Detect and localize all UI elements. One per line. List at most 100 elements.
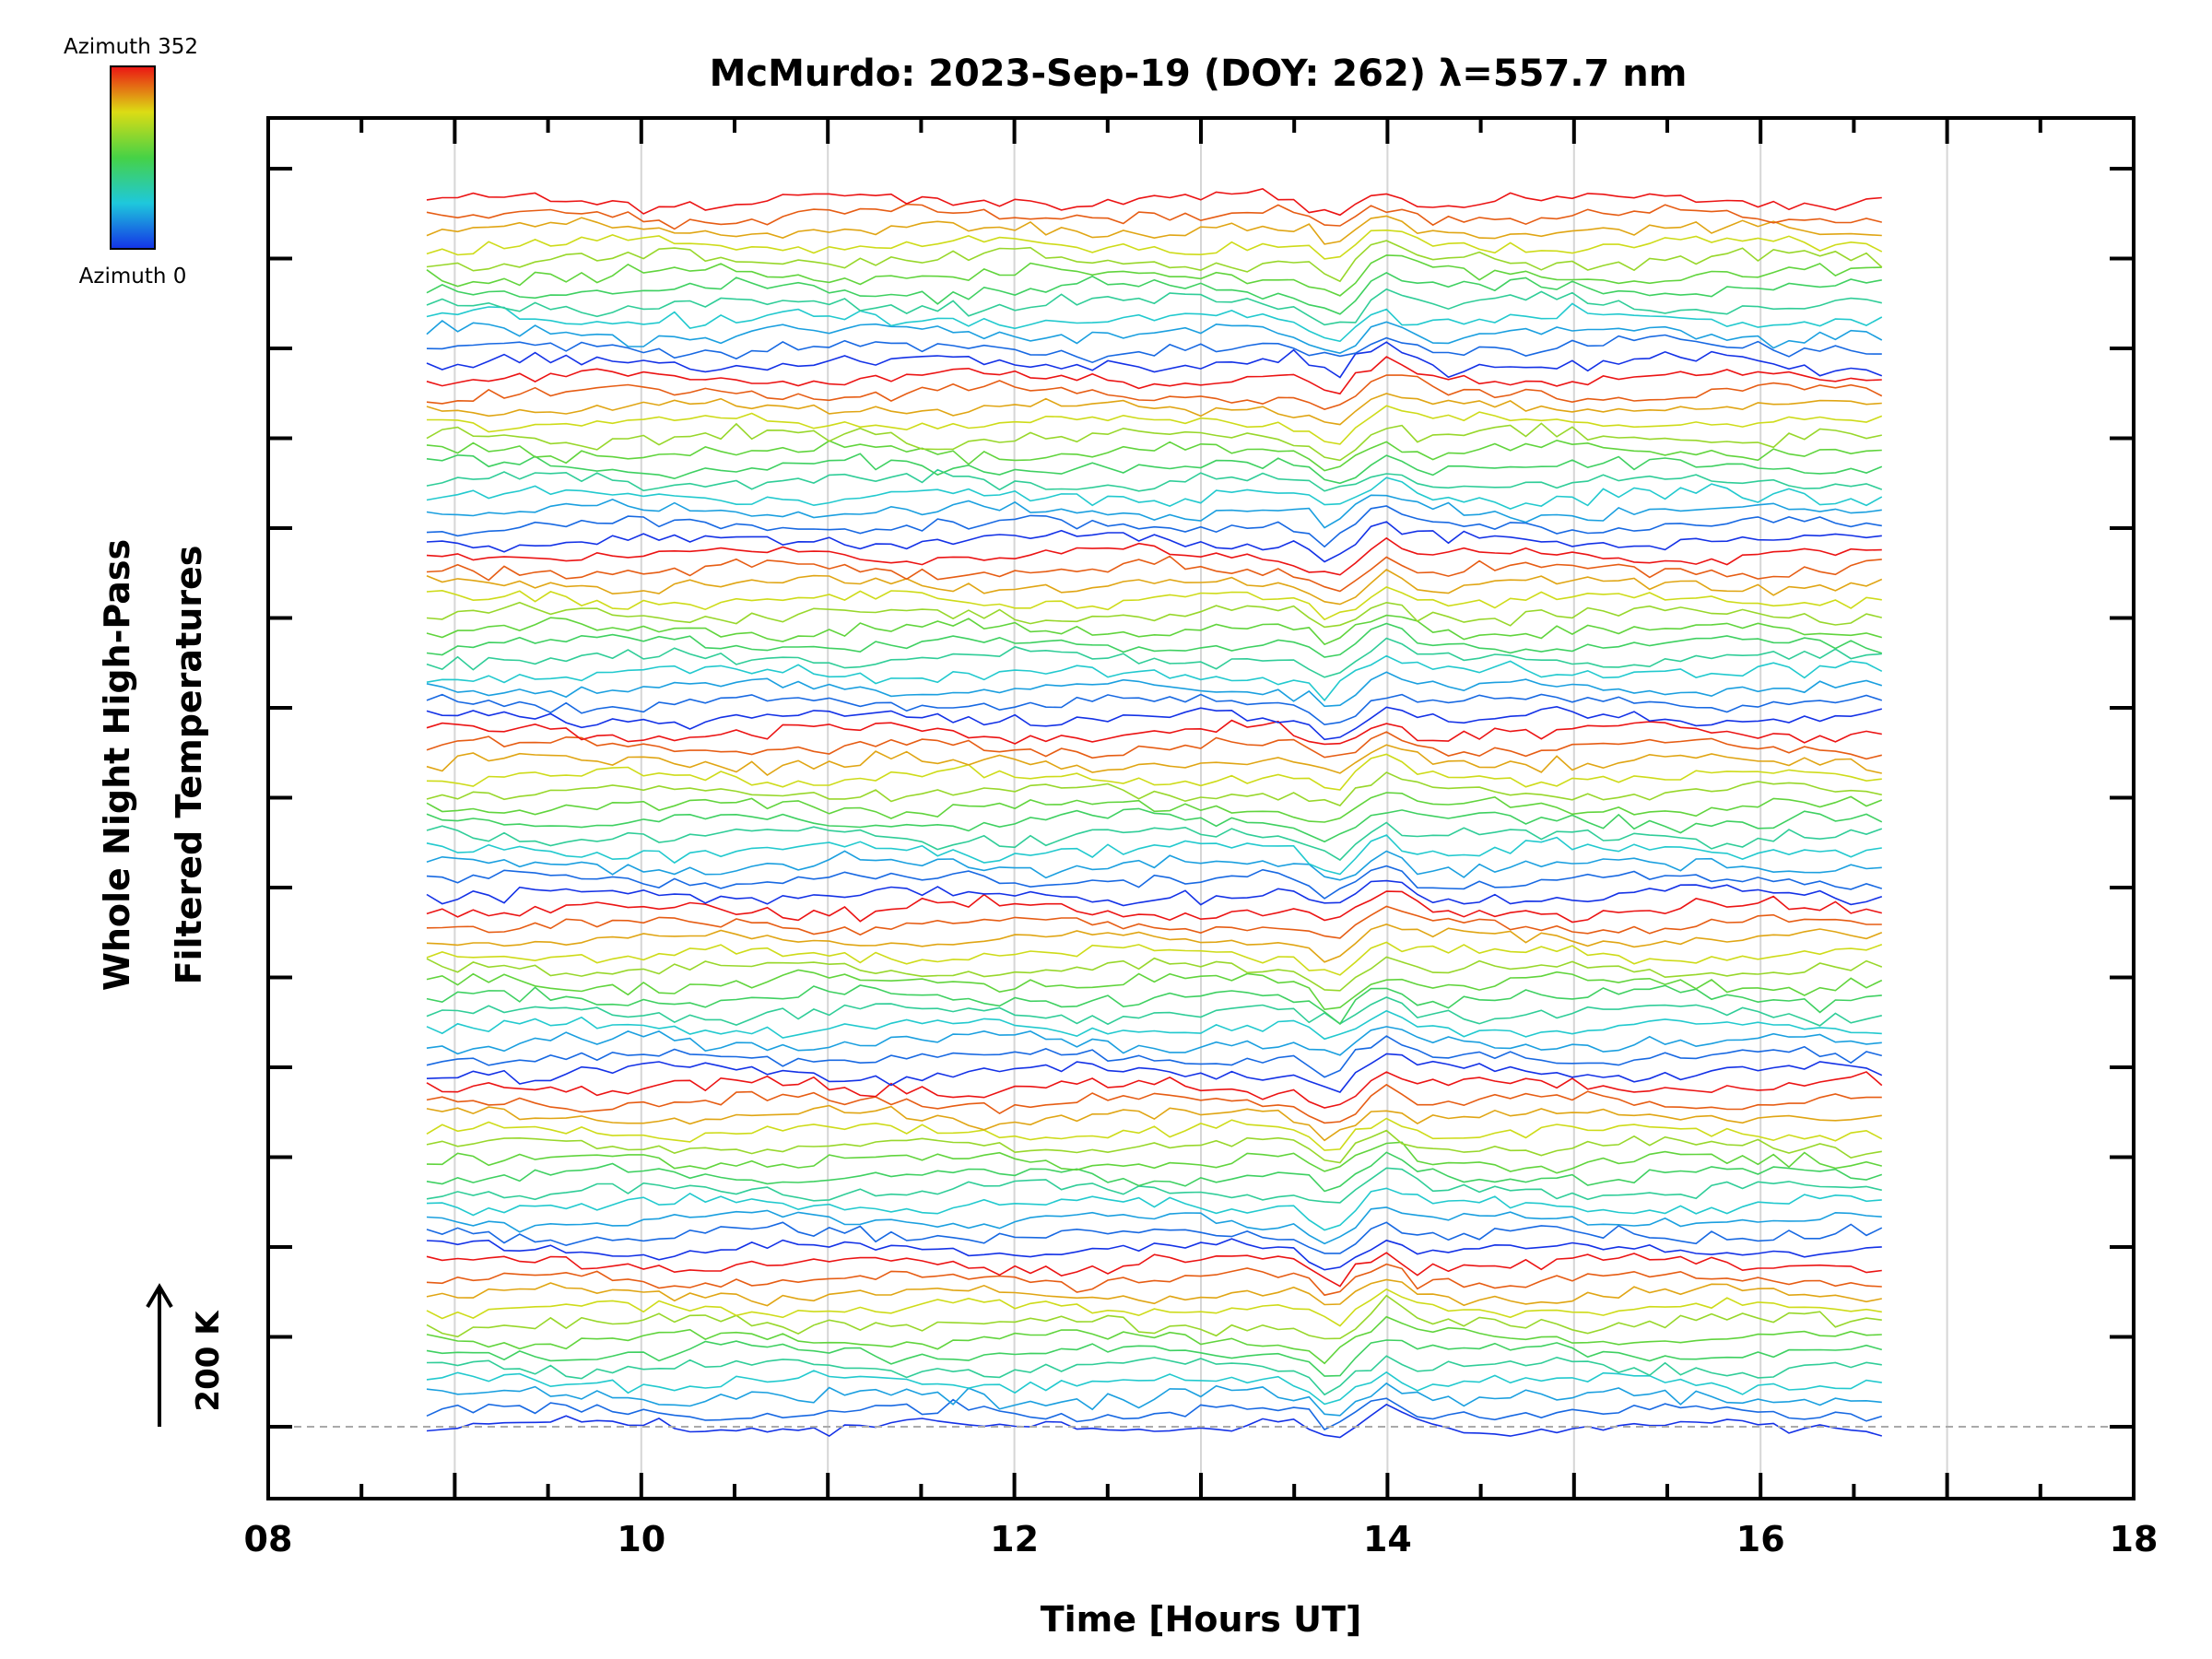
- series-line: [426, 374, 1883, 410]
- scale-bar-arrowhead: [146, 1283, 173, 1309]
- series-line: [426, 834, 1882, 876]
- series-line: [426, 890, 1882, 924]
- series-line: [426, 924, 1883, 963]
- series-line: [426, 941, 1883, 976]
- series-line: [426, 622, 1883, 658]
- series-line: [426, 705, 1883, 741]
- series-line: [426, 693, 1883, 726]
- series-line: [427, 405, 1883, 445]
- x-tick-label: 16: [1736, 1519, 1785, 1559]
- x-tick-label: 08: [244, 1519, 293, 1559]
- series-line: [426, 1278, 1882, 1307]
- scale-bar-label: 200 K: [190, 1310, 227, 1412]
- series-line: [426, 753, 1882, 791]
- series-lines: [426, 188, 1883, 1439]
- x-tick-label: 10: [617, 1519, 665, 1559]
- series-line: [426, 1370, 1882, 1406]
- colorbar-gradient: [110, 65, 156, 250]
- series-line: [426, 422, 1882, 462]
- series-line: [426, 850, 1882, 881]
- series-line: [426, 744, 1882, 776]
- series-line: [426, 1187, 1882, 1231]
- colorbar-bottom-label: Azimuth 0: [79, 265, 187, 288]
- series-line: [426, 505, 1882, 548]
- series-line: [426, 240, 1883, 283]
- series-line: [426, 1238, 1882, 1271]
- series-line: [426, 569, 1883, 606]
- series-line: [426, 996, 1882, 1027]
- series-line: [426, 865, 1883, 900]
- series-line: [426, 341, 1883, 379]
- series-line: [426, 555, 1882, 593]
- series-line: [426, 614, 1883, 646]
- series-line: [426, 1382, 1882, 1417]
- series-line: [426, 477, 1883, 510]
- series-line: [426, 356, 1882, 395]
- series-line: [426, 1053, 1883, 1093]
- series-line: [426, 453, 1883, 485]
- series-line: [426, 1263, 1882, 1297]
- series-line: [426, 439, 1882, 472]
- series-line: [426, 288, 1882, 326]
- series-line: [426, 1083, 1882, 1124]
- series-line: [426, 1397, 1883, 1431]
- series-line: [426, 468, 1883, 492]
- series-line: [426, 319, 1883, 354]
- x-axis-label: Time [Hours UT]: [1041, 1599, 1362, 1640]
- series-line: [426, 1129, 1882, 1164]
- series-line: [426, 215, 1882, 245]
- series-line: [426, 956, 1883, 992]
- series-line: [426, 188, 1882, 217]
- series-line: [426, 1355, 1882, 1396]
- chart-title: McMurdo: 2023-Sep-19 (DOY: 262) λ=557.7 …: [710, 53, 1688, 95]
- y-axis-label-line1: Whole Night High-Pass: [97, 539, 137, 991]
- series-line: [426, 203, 1882, 230]
- scale-bar: 200 K: [146, 1283, 227, 1427]
- series-line: [426, 1071, 1883, 1109]
- series-line: [426, 1315, 1882, 1365]
- x-tick-label: 18: [2110, 1519, 2159, 1559]
- series-line: [426, 969, 1883, 1011]
- series-line: [426, 1151, 1883, 1193]
- series-line: [426, 879, 1883, 907]
- series-line: [426, 1141, 1883, 1174]
- series-line: [426, 637, 1882, 678]
- series-line: [426, 1288, 1882, 1327]
- series-line: [426, 1339, 1883, 1377]
- y-axis-label-line2: Filtered Temperatures: [169, 546, 209, 985]
- series-line: [426, 1009, 1882, 1041]
- series-line: [426, 1252, 1882, 1288]
- series-line: [426, 1026, 1882, 1056]
- series-line: [426, 586, 1882, 621]
- x-tick-labels: 08 10 12 14 16 18: [244, 1519, 2159, 1559]
- series-line: [426, 536, 1882, 576]
- series-line: [426, 821, 1883, 862]
- series-line: [426, 719, 1882, 746]
- series-line: [426, 302, 1883, 343]
- series-line: [426, 1221, 1883, 1254]
- series-line: [426, 671, 1883, 708]
- x-tick-label: 14: [1363, 1519, 1412, 1559]
- gridlines: [453, 118, 1948, 1499]
- series-line: [426, 494, 1882, 529]
- series-line: [426, 1167, 1882, 1204]
- series-line: [426, 1104, 1882, 1142]
- x-tick-label: 12: [990, 1519, 1039, 1559]
- colorbar-top-label: Azimuth 352: [64, 35, 198, 59]
- series-line: [426, 1035, 1883, 1078]
- series-line: [426, 905, 1882, 939]
- colorbar-legend: Azimuth 352 Azimuth 0: [64, 35, 198, 288]
- series-line: [426, 601, 1882, 629]
- series-line: [426, 731, 1882, 760]
- series-line: [426, 1117, 1883, 1151]
- series-line: [426, 393, 1882, 426]
- series-line: [426, 984, 1882, 1026]
- axis-ticks: [266, 118, 2136, 1499]
- series-line: [426, 271, 1882, 315]
- series-line: [426, 254, 1882, 297]
- series-line: [426, 1206, 1882, 1245]
- series-line: [426, 792, 1883, 823]
- series-line: [426, 807, 1883, 843]
- series-line: [426, 334, 1882, 364]
